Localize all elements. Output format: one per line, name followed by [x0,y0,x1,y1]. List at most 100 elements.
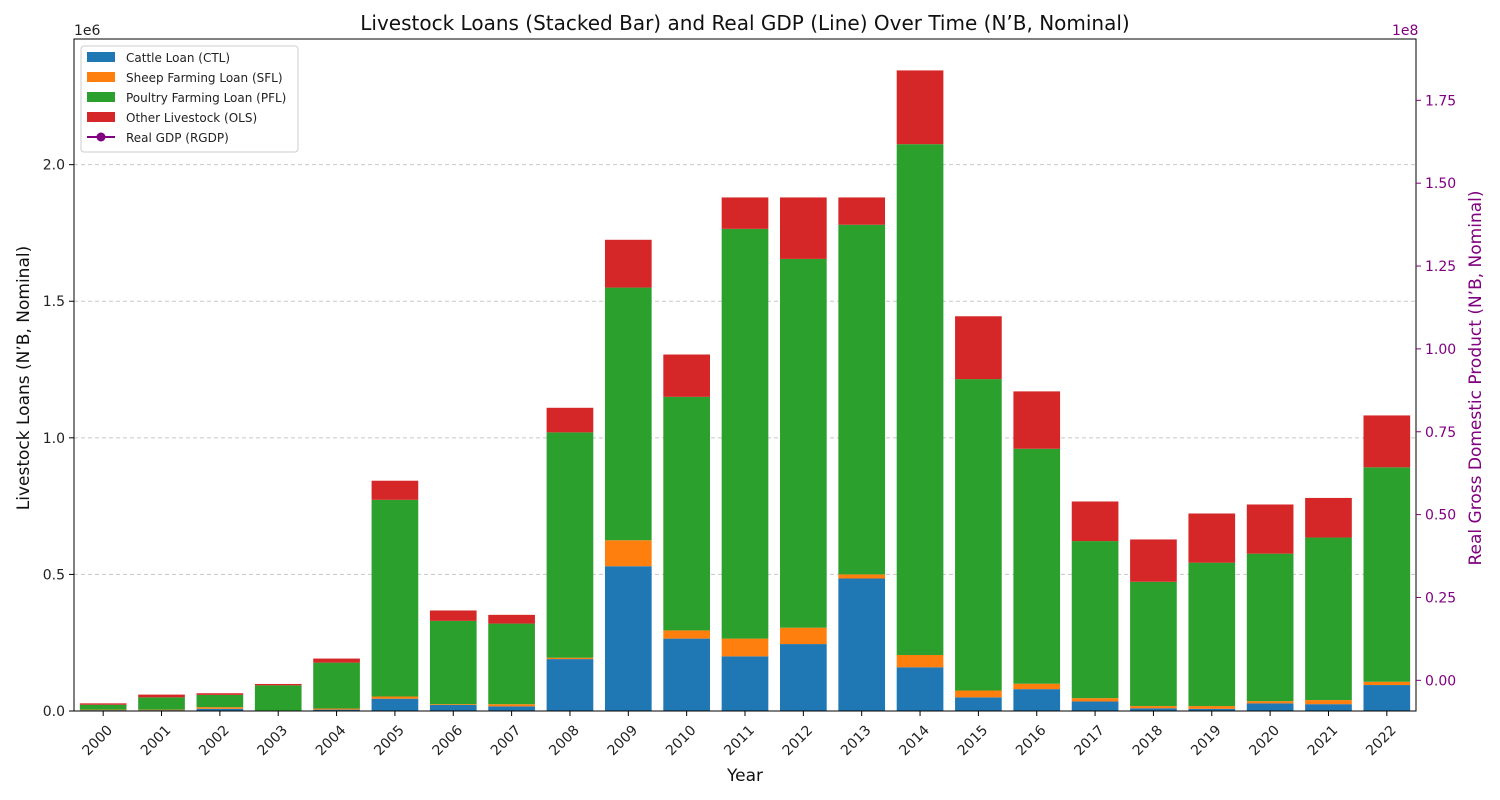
bar-ctl-2020 [1246,703,1294,711]
bar-pfl-2002 [196,694,244,708]
x-tick-label: 2012 [780,723,817,760]
bar-ols-2008 [546,407,594,433]
y2-tick-label: 0.75 [1425,425,1456,441]
bar-ctl-2021 [1305,704,1352,711]
bar-pfl-2015 [955,379,1002,691]
bar-ols-2009 [604,239,652,288]
legend-label-ols: Other Livestock (OLS) [126,111,257,125]
x-axis-title: Year [726,766,763,786]
bar-sfl-2013 [838,574,886,579]
bar-ctl-2014 [896,667,944,711]
bar-ctl-2011 [721,656,769,711]
bar-pfl-2014 [896,144,944,656]
x-tick-label: 2010 [663,723,700,760]
y2-tick-label: 0.00 [1425,673,1456,689]
bar-pfl-2007 [488,623,535,705]
y-axis-title: Livestock Loans (N’B, Nominal) [14,246,34,510]
bar-ols-2012 [780,197,827,259]
x-tick-label: 2007 [488,723,525,760]
bar-pfl-2000 [79,704,127,710]
bar-ols-2016 [1013,391,1061,449]
bar-ols-2013 [838,197,886,225]
y2-tick-label: 1.25 [1425,259,1456,275]
bar-sfl-2018 [1130,706,1177,709]
x-tick-label: 2015 [955,723,992,760]
bar-ols-2019 [1188,513,1236,563]
bar-sfl-2011 [721,638,769,657]
legend-swatch-ols [87,112,115,122]
bar-pfl-2006 [429,620,477,705]
legend-label-pfl: Poultry Farming Loan (PFL) [126,91,286,105]
x-tick-label: 2004 [313,722,350,759]
y2-tick-label: 0.25 [1425,590,1456,606]
x-tick-label: 2002 [196,723,233,760]
x-tick-label: 2003 [255,723,292,760]
bar-ctl-2016 [1013,689,1061,711]
bar-ctl-2022 [1363,685,1411,711]
bar-ctl-2007 [488,706,535,711]
y2-axis: 0.00 0.25 0.50 0.75 1.00 1.25 1.50 1.75 [1416,93,1456,689]
bar-ctl-2015 [955,697,1002,711]
bar-sfl-2007 [488,704,535,707]
legend-swatch-pfl [87,92,115,102]
y2-tick-label: 0.50 [1425,508,1456,524]
legend-swatch-ctl [87,52,115,62]
bars [79,70,1411,711]
bar-ctl-2008 [546,659,594,711]
bar-ols-2015 [955,316,1002,380]
legend-label-rgdp: Real GDP (RGDP) [126,131,229,145]
bar-ols-2000 [79,703,127,705]
bar-ctl-2002 [196,708,244,711]
bar-ols-2004 [313,658,360,663]
bar-pfl-2005 [371,499,419,697]
x-tick-label: 2014 [896,722,933,759]
legend-box [80,45,299,153]
bar-ols-2011 [721,197,769,229]
x-tick-label: 2016 [1013,722,1050,759]
bar-sfl-2012 [780,627,827,645]
bar-ctl-2019 [1188,708,1236,711]
bar-pfl-2017 [1071,541,1119,699]
x-tick-label: 2020 [1246,723,1283,760]
bar-ols-2003 [254,683,302,686]
legend: Cattle Loan (CTL) Sheep Farming Loan (SF… [80,45,299,153]
bar-ctl-2010 [663,638,710,711]
bar-pfl-2009 [604,287,652,541]
bar-sfl-2008 [546,657,594,660]
bar-pfl-2010 [663,396,710,631]
bar-ols-2007 [488,614,535,624]
bar-ols-2001 [138,694,185,698]
legend-swatch-sfl [87,72,115,82]
y2-axis-title: Real Gross Domestic Product (N’B, Nomina… [1466,191,1486,566]
bar-ctl-2004 [313,709,360,711]
y-multiplier: 1e6 [74,23,101,39]
x-tick-label: 2008 [546,723,583,760]
bar-sfl-2002 [196,707,244,709]
bar-pfl-2018 [1130,581,1177,707]
bar-sfl-2016 [1013,683,1061,690]
y2-multiplier: 1e8 [1392,23,1418,39]
bar-sfl-2017 [1071,698,1119,702]
bar-sfl-2022 [1363,681,1411,686]
bar-sfl-2000 [79,709,127,711]
x-tick-label: 2000 [79,723,116,760]
bar-pfl-2001 [138,697,185,710]
bar-ols-2022 [1363,415,1411,468]
x-tick-label: 2018 [1130,723,1167,760]
bar-pfl-2013 [838,224,886,575]
bar-pfl-2012 [780,258,827,628]
bar-ctl-2018 [1130,708,1177,711]
bar-ctl-2013 [838,578,886,711]
x-tick-label: 2017 [1071,723,1108,760]
x-tick-label: 2006 [430,722,467,759]
y2-tick-label: 1.75 [1425,93,1456,109]
bar-pfl-2016 [1013,448,1061,684]
bar-sfl-2020 [1246,701,1294,704]
bar-ctl-2005 [371,698,419,711]
bar-sfl-2021 [1305,700,1352,705]
bar-ols-2010 [663,354,710,397]
x-tick-label: 2013 [838,723,875,760]
bar-sfl-2019 [1188,706,1236,709]
bar-sfl-2004 [313,708,360,710]
